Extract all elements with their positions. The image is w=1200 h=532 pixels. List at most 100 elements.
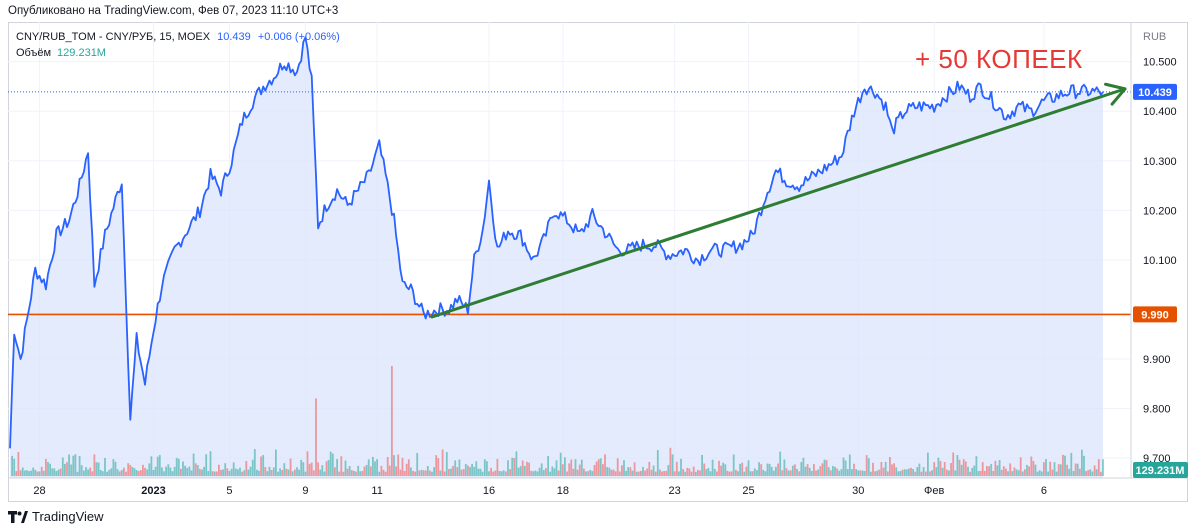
volume-bar: [1074, 463, 1077, 476]
volume-bar: [152, 470, 155, 476]
volume-bar: [110, 468, 113, 476]
volume-bar: [564, 457, 566, 476]
volume-bar: [15, 471, 18, 476]
volume-bar: [342, 471, 345, 476]
volume-bar: [388, 465, 391, 476]
time-tick-label: 9: [302, 485, 308, 497]
volume-bar: [975, 456, 978, 476]
volume-bar: [34, 469, 37, 476]
volume-bar: [467, 465, 469, 476]
volume-bar: [876, 470, 879, 476]
volume-bar: [357, 465, 360, 476]
volume-bar: [1053, 462, 1056, 476]
price-tick-label: 10.200: [1143, 205, 1177, 217]
volume-bar: [509, 469, 511, 476]
last-price-badge-bg: [1133, 83, 1177, 100]
volume-bar: [528, 462, 530, 476]
volume-bar: [452, 465, 454, 476]
volume-bar: [496, 458, 499, 476]
volume-bar: [667, 465, 670, 476]
volume-bar: [897, 471, 900, 476]
volume-bar: [477, 468, 480, 476]
volume-bar: [256, 469, 258, 476]
volume-bar: [150, 456, 153, 476]
volume-bar: [859, 470, 862, 476]
volume-bar: [268, 466, 271, 476]
volume-bar: [1034, 464, 1037, 476]
volume-bar: [705, 469, 708, 476]
tradingview-footer[interactable]: TradingView: [8, 509, 104, 524]
volume-bar: [899, 471, 902, 476]
volume-bar: [146, 469, 149, 476]
volume-bar: [232, 462, 235, 476]
volume-bar: [1087, 470, 1090, 476]
volume-bar: [823, 459, 826, 476]
volume-bar: [692, 466, 695, 476]
volume-bar: [502, 470, 505, 476]
price-badges: 10.439 9.990 129.231M: [1133, 83, 1188, 478]
volume-bar: [135, 470, 138, 476]
volume-bar: [224, 463, 227, 476]
volume-bar: [433, 467, 435, 476]
volume-bar: [737, 471, 739, 476]
volume-bar: [416, 453, 419, 476]
volume-bar: [834, 466, 836, 476]
volume-bar: [125, 471, 127, 476]
volume-bar: [260, 456, 262, 476]
volume-bar: [66, 462, 68, 476]
volume-bar: [142, 464, 144, 476]
volume-bar: [817, 469, 819, 476]
volume-bar: [475, 461, 478, 476]
volume-bar: [929, 471, 931, 476]
trend-line: [430, 87, 1127, 319]
volume-bar: [561, 464, 564, 476]
volume-bar: [517, 467, 520, 476]
volume-bar: [1066, 464, 1068, 476]
volume-bar: [108, 469, 111, 476]
volume-bar: [697, 469, 699, 476]
volume-label: Объём: [16, 47, 52, 59]
volume-bar: [338, 471, 341, 476]
volume-bar: [70, 464, 73, 476]
volume-bar: [450, 468, 452, 476]
volume-bar: [207, 471, 210, 476]
price-tick-label: 10.500: [1143, 57, 1177, 69]
volume-bar: [369, 466, 372, 476]
volume-bar: [281, 470, 284, 476]
volume-bar: [842, 457, 845, 476]
volume-bar: [270, 470, 273, 476]
trend-arrowhead: [1104, 82, 1127, 106]
volume-bar: [806, 464, 809, 476]
volume-bar: [943, 462, 946, 476]
volume-bar: [971, 467, 974, 476]
volume-bar: [1021, 471, 1024, 476]
volume-bar: [948, 470, 950, 476]
volume-bar: [538, 467, 541, 476]
volume-bar: [924, 471, 927, 476]
volume-bar: [241, 471, 243, 476]
volume-bar: [344, 460, 347, 476]
volume-bar: [30, 470, 32, 476]
volume-bar: [787, 470, 790, 476]
volume-bar: [650, 469, 653, 476]
volume-bar: [361, 471, 364, 476]
volume-bar: [768, 463, 771, 476]
volume-bar: [574, 459, 577, 476]
volume-bar: [838, 470, 841, 476]
volume-bar: [372, 456, 374, 476]
volume-bar: [1064, 455, 1066, 476]
volume-bar: [751, 471, 754, 476]
volume-bar: [678, 471, 680, 476]
volume-bar: [726, 470, 729, 476]
volume-bar: [213, 471, 216, 476]
volume-bar: [410, 467, 412, 476]
volume-bar: [486, 461, 488, 476]
volume-bar: [855, 469, 857, 476]
volume-bar: [977, 471, 980, 476]
price-change: +0.006 (+0.06%): [257, 31, 340, 43]
volume-bar: [675, 461, 678, 476]
volume-bar: [196, 465, 199, 476]
volume-bar: [1032, 460, 1035, 476]
volume-bar: [393, 455, 395, 476]
